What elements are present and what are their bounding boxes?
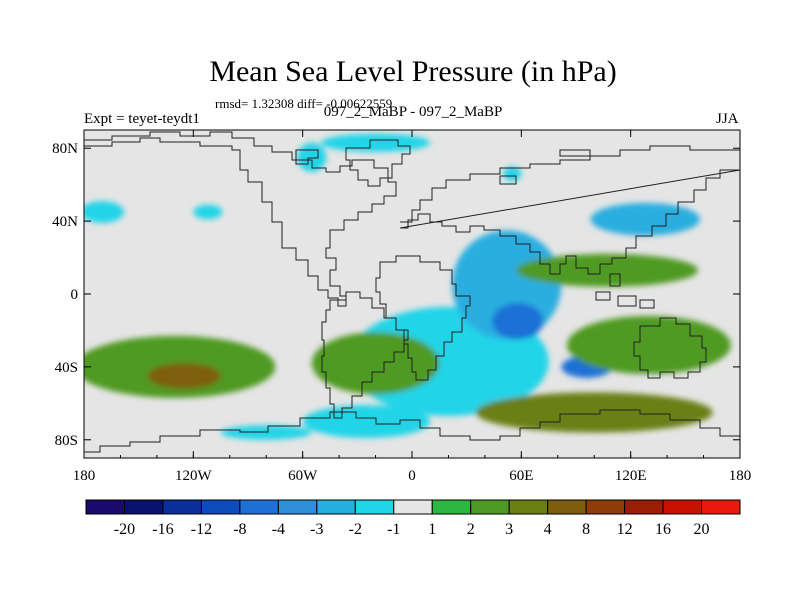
colorbar-label: -20 — [114, 521, 135, 538]
season-label: JJA — [716, 111, 739, 127]
coastline-africa — [375, 255, 471, 381]
anomaly-region — [566, 315, 731, 375]
map-plot-area — [84, 130, 740, 458]
colorbar-swatch — [123, 499, 164, 515]
x-tick-label: 180 — [73, 468, 96, 484]
colorbar-label: -3 — [310, 521, 323, 538]
x-tick-label: 120W — [175, 468, 213, 484]
colorbar-swatch — [624, 499, 664, 515]
colorbar-label: -16 — [152, 521, 173, 538]
y-tick-label: 80N — [52, 141, 78, 157]
colorbar-label: 3 — [505, 521, 513, 538]
colorbar-swatch — [662, 499, 703, 515]
y-tick-label: 40N — [52, 214, 78, 230]
y-tick-label: 40S — [55, 360, 78, 376]
chart-title: Mean Sea Level Pressure (in hPa) — [209, 55, 617, 88]
colorbar-label: 8 — [582, 521, 590, 538]
colorbar-swatch — [585, 499, 626, 515]
anomaly-region — [503, 166, 522, 182]
anomaly-region — [311, 332, 440, 395]
colorbar-label: -2 — [349, 521, 362, 538]
colorbar-swatch — [316, 499, 356, 515]
colorbar-swatch — [701, 499, 741, 515]
x-tick-label: 180 — [729, 468, 752, 484]
colorbar-label: -1 — [387, 521, 400, 538]
colorbar-swatch — [431, 499, 472, 515]
colorbar-label: -8 — [233, 521, 246, 538]
anomaly-region — [590, 202, 700, 236]
anomaly-region — [320, 133, 431, 152]
coastline-australia — [633, 317, 707, 379]
colorbar-label: 2 — [467, 521, 475, 538]
coastline-north-america — [84, 131, 397, 307]
y-axis: 80N 40N 0 40S 80S — [52, 141, 740, 449]
colorbar-swatch — [162, 499, 202, 515]
coastline-indonesia — [595, 273, 655, 309]
colorbar-swatch — [239, 499, 279, 515]
colorbar-label: 4 — [544, 521, 552, 538]
anomaly-region — [193, 204, 223, 220]
anomaly-region — [475, 392, 713, 433]
colorbar-swatch — [354, 499, 395, 515]
anomaly-region — [492, 303, 544, 340]
colorbar: -20 -16 -12 -8 -4 -3 -2 -1 1 2 3 4 8 12 16 20 — [85, 499, 741, 538]
y-tick-label: 80S — [55, 433, 78, 449]
coastline-antarctica — [84, 409, 740, 453]
stats-text: rmsd= 1.32308 diff= -0.00622559 — [215, 96, 393, 111]
colorbar-swatch — [470, 499, 510, 515]
anomaly-layer — [84, 133, 731, 440]
colorbar-label: -4 — [272, 521, 285, 538]
colorbar-label: -12 — [191, 521, 212, 538]
y-tick-label: 0 — [71, 287, 79, 303]
colorbar-label: 16 — [655, 521, 671, 538]
x-tick-label: 60W — [288, 468, 318, 484]
chart-subtitle: 097_2_MaBP - 097_2_MaBP — [323, 104, 503, 120]
anomaly-region — [302, 405, 431, 438]
coastline-greenland — [345, 139, 411, 187]
coastlines — [84, 131, 740, 453]
anomaly-region — [515, 253, 699, 287]
anomaly-region — [147, 363, 221, 389]
colorbar-swatch — [508, 499, 549, 515]
coastline-south-america — [321, 291, 409, 419]
colorbar-swatch — [277, 499, 318, 515]
x-tick-label: 60E — [509, 468, 533, 484]
colorbar-label: 12 — [617, 521, 633, 538]
experiment-label: Expt = teyet-teydt1 — [84, 111, 200, 127]
colorbar-label: 20 — [694, 521, 710, 538]
coastline-eurasia — [399, 145, 740, 275]
x-tick-label: 0 — [408, 468, 416, 484]
x-tick-label: 120E — [615, 468, 647, 484]
anomaly-region — [84, 201, 125, 223]
colorbar-swatch — [200, 499, 241, 515]
colorbar-label: 1 — [428, 521, 436, 538]
coastline-arctic-islands — [295, 149, 591, 185]
colorbar-swatch — [393, 499, 433, 515]
x-axis: 180 120W 60W 0 60E 120E 180 — [73, 130, 752, 484]
colorbar-swatch — [85, 499, 125, 515]
colorbar-swatch — [547, 499, 587, 515]
